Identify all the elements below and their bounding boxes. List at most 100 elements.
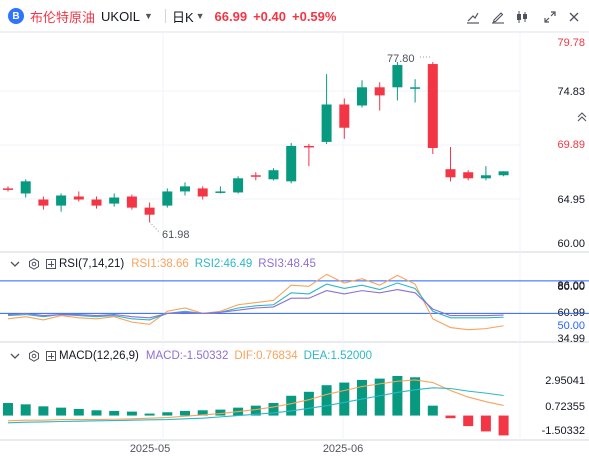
price-change-percent: +0.59% (292, 8, 337, 24)
rsi3-value: RSI3:48.45 (258, 258, 316, 270)
expand-box-icon[interactable] (46, 351, 56, 361)
chevron-up-icon[interactable] (576, 110, 588, 124)
candle-style-icon[interactable] (511, 8, 533, 26)
rsi1-line (7, 273, 504, 331)
macd-axis-tick: 2.95041 (545, 375, 585, 387)
dea-line (7, 387, 504, 424)
rsi-axis-tick: 86.00 (557, 280, 585, 292)
symbol-logo-icon: B (8, 8, 24, 24)
macd-histogram-bar (20, 404, 31, 416)
edit-pencil-icon[interactable] (487, 8, 509, 26)
candle-body (38, 199, 49, 206)
rsi-indicator-title: RSI(7,14,21) (59, 258, 125, 270)
macd-histogram-bar (286, 395, 297, 416)
macd-histogram-bar (91, 410, 102, 416)
candle-body (286, 145, 297, 182)
dea-value: DEA:1.52000 (303, 350, 373, 362)
macd-histogram-bar (162, 412, 173, 416)
dif-line (7, 379, 504, 422)
price-axis-tick: 60.00 (557, 238, 585, 250)
macd-histogram-bar (303, 391, 314, 416)
candle-body (215, 191, 226, 193)
price-axis-tick: 69.89 (557, 139, 585, 151)
time-axis-label: 2025-06 (323, 443, 363, 455)
candle-body (250, 175, 261, 177)
candle-body (303, 145, 314, 148)
macd-histogram-bar (445, 415, 456, 419)
rsi2-value: RSI2:46.49 (194, 258, 253, 270)
macd-histogram-bar (109, 410, 120, 416)
macd-histogram-bar (73, 408, 84, 416)
candle-body (144, 207, 155, 215)
candlestick-series (3, 56, 509, 234)
price-change: +0.40 (253, 8, 286, 24)
macd-histogram-bar (215, 409, 226, 416)
draw-line-icon[interactable] (462, 8, 484, 26)
candle-body (463, 172, 474, 179)
candle-body (233, 178, 244, 193)
macd-histogram-bar (197, 410, 208, 416)
symbol-ticker: UKOIL (101, 8, 141, 24)
candle-body (109, 197, 120, 204)
candle-body (56, 195, 67, 206)
rsi-axis-tick: 50.00 (557, 320, 585, 332)
macd-histogram-bar (268, 403, 279, 416)
rsi-axis-tick: 34.99 (557, 333, 585, 345)
macd-histogram-bar (126, 411, 137, 416)
macd-histogram-bar (3, 403, 13, 416)
toolbar-divider (164, 9, 166, 23)
rsi-legend: RSI(7,14,21) RSI1:38.66 RSI2:46.49 RSI3:… (8, 257, 316, 271)
candle-body (374, 87, 385, 96)
candle-body (357, 87, 367, 106)
candle-body (392, 65, 403, 88)
settings-gear-icon[interactable] (27, 349, 41, 363)
price-axis-tick: 64.95 (557, 194, 585, 206)
high-price-label: 77.80 (387, 53, 415, 65)
candle-body (268, 170, 279, 180)
candle-body (410, 87, 421, 89)
macd-histogram-bar (250, 405, 261, 416)
macd-legend: MACD(12,26,9) MACD:-1.50332 DIF:0.76834 … (8, 349, 372, 363)
rsi-series (0, 273, 589, 331)
macd-histogram-bar (339, 382, 350, 416)
collapse-icon[interactable] (8, 257, 22, 271)
low-price-label: 61.98 (162, 229, 190, 241)
macd-histogram-bar (410, 377, 421, 416)
symbol-selector[interactable]: B 布伦特原油 UKOIL ▼ (8, 7, 159, 26)
quote-summary: 66.99 +0.40 +0.59% (215, 9, 343, 24)
macd-histogram-bar (56, 407, 67, 416)
candle-body (91, 199, 102, 206)
time-axis-label: 2025-05 (130, 443, 170, 455)
macd-histogram-bar (498, 415, 509, 436)
rsi3-line (7, 288, 504, 319)
macd-histogram-bar (374, 378, 385, 416)
low-marker-line (149, 221, 161, 234)
macd-histogram-bar (357, 379, 367, 416)
rsi-axis-tick: 80.00 (557, 281, 585, 293)
macd-histogram-bar (38, 406, 49, 416)
rsi1-value: RSI1:38.66 (131, 258, 189, 270)
candle-body (162, 191, 173, 206)
timeframe-label: 日K (171, 9, 194, 25)
chevron-down-icon: ▼ (144, 11, 153, 21)
candle-body (3, 188, 13, 190)
settings-gear-icon[interactable] (27, 257, 41, 271)
timeframe-selector[interactable]: 日K ▼ (172, 7, 211, 26)
close-icon[interactable] (563, 8, 585, 26)
macd-histogram-bar (392, 375, 403, 416)
dif-value: DIF:0.76834 (234, 350, 298, 362)
macd-histogram-bar (321, 385, 332, 416)
candle-body (339, 104, 350, 128)
macd-histogram-bar (480, 415, 491, 432)
macd-histogram-bar (427, 405, 438, 416)
macd-histogram-bar (144, 413, 155, 416)
last-price: 66.99 (214, 8, 248, 24)
candle-body (197, 188, 208, 197)
candle-body (427, 64, 438, 148)
macd-histogram-bar (463, 415, 474, 427)
fullscreen-icon[interactable] (539, 8, 561, 26)
expand-box-icon[interactable] (46, 259, 56, 269)
collapse-icon[interactable] (8, 349, 22, 363)
candle-body (480, 175, 491, 179)
